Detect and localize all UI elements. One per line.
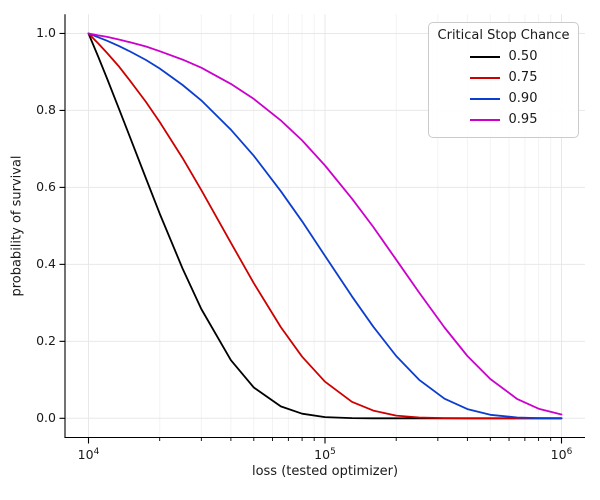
legend-entry-0.90: 0.90 bbox=[436, 88, 571, 109]
x-tick-base: 10 bbox=[550, 446, 567, 462]
y-tick-label: 0.0 bbox=[36, 410, 56, 426]
legend-entries: 0.50 0.75 0.90 0.95 bbox=[436, 46, 571, 130]
y-tick-label: 0.4 bbox=[36, 256, 56, 272]
y-tick-label: 0.8 bbox=[36, 102, 56, 118]
axis-ticks bbox=[59, 32, 563, 444]
curve-0.95 bbox=[87, 32, 563, 416]
y-axis-label: probability of survival bbox=[9, 155, 25, 297]
legend-line-swatch bbox=[469, 76, 500, 79]
x-tick-base: 10 bbox=[77, 446, 94, 462]
x-axis-label: loss (tested optimizer) bbox=[251, 464, 399, 479]
x-tick-exponent: 5 bbox=[330, 446, 336, 457]
legend-entry-0.50: 0.50 bbox=[436, 46, 571, 67]
x-tick-exponent: 6 bbox=[566, 446, 573, 457]
curve-0.75 bbox=[87, 32, 563, 420]
x-tick-label: 106 bbox=[540, 446, 584, 462]
x-tick-label: 105 bbox=[303, 446, 347, 462]
legend-line-swatch bbox=[469, 55, 500, 58]
legend-line-swatch bbox=[469, 118, 500, 121]
legend-entry-label: 0.90 bbox=[508, 91, 538, 106]
legend-line-swatch bbox=[469, 97, 500, 100]
legend-entry-0.75: 0.75 bbox=[436, 67, 571, 88]
legend-entry-label: 0.95 bbox=[508, 112, 538, 127]
y-tick-label: 0.2 bbox=[36, 333, 56, 349]
survival-curves bbox=[87, 32, 563, 420]
legend: Critical Stop Chance 0.50 0.75 0.90 0.95 bbox=[428, 22, 579, 138]
y-tick-label: 0.6 bbox=[36, 179, 56, 195]
curve-0.90 bbox=[87, 32, 563, 420]
legend-entry-label: 0.50 bbox=[508, 49, 538, 64]
legend-title: Critical Stop Chance bbox=[437, 28, 570, 43]
legend-entry-label: 0.75 bbox=[508, 70, 538, 85]
axis-spines bbox=[64, 14, 585, 439]
y-tick-label: 1.0 bbox=[36, 25, 56, 41]
x-tick-exponent: 4 bbox=[93, 446, 100, 457]
legend-entry-0.95: 0.95 bbox=[436, 109, 571, 130]
x-tick-label: 104 bbox=[67, 446, 111, 462]
x-tick-base: 10 bbox=[314, 446, 331, 462]
